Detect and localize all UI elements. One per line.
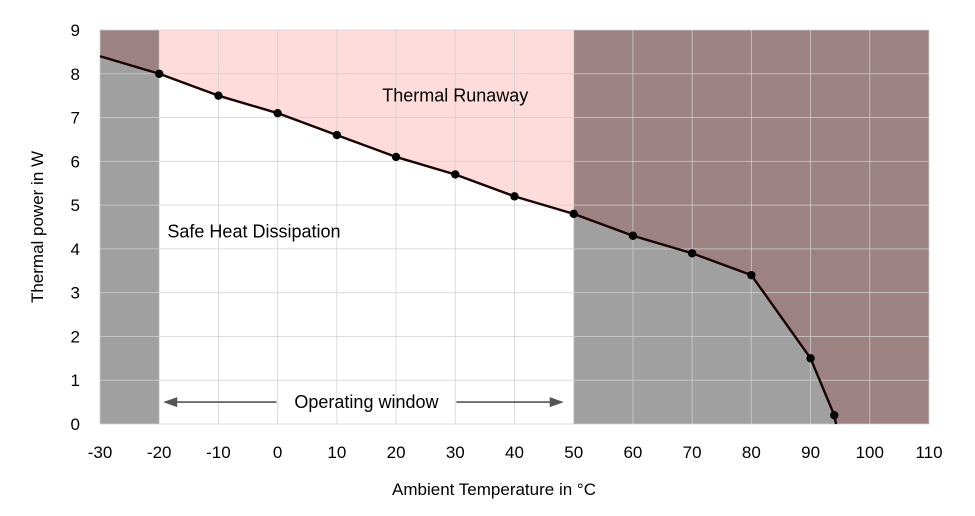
y-tick-label: 7 xyxy=(71,109,80,128)
chart-grid xyxy=(99,29,930,425)
series-marker xyxy=(569,209,578,219)
series-marker xyxy=(332,130,342,140)
x-tick-label: 50 xyxy=(564,443,583,462)
y-tick-label: 2 xyxy=(71,327,80,346)
y-axis-label: Thermal power in W xyxy=(28,151,47,303)
series-marker xyxy=(747,270,756,280)
operating-window-arrowhead-right xyxy=(549,397,564,408)
y-tick-label: 8 xyxy=(71,65,80,84)
series-marker xyxy=(155,69,164,78)
x-axis-label: Ambient Temperature in °C xyxy=(392,480,596,499)
thermal-runaway-label: Thermal Runaway xyxy=(382,86,528,106)
x-tick-label: 20 xyxy=(387,443,406,462)
x-tick-label: 110 xyxy=(915,443,942,462)
y-tick-label: 9 xyxy=(71,21,80,40)
operating-window-arrowhead-left xyxy=(163,397,178,408)
x-tick-label: 40 xyxy=(505,443,524,462)
region-above-out-of-range-low xyxy=(100,30,160,74)
series-marker xyxy=(628,231,638,240)
x-tick-label: 70 xyxy=(683,443,702,462)
series-marker xyxy=(830,411,839,420)
x-tick-label: -20 xyxy=(147,443,172,462)
y-tick-label: 4 xyxy=(71,240,80,259)
chart-annotations: Thermal Runaway Safe Heat Dissipation Op… xyxy=(163,86,564,412)
series-marker xyxy=(273,108,282,118)
region-above-operating xyxy=(159,30,574,214)
x-tick-label: 90 xyxy=(801,443,820,462)
x-tick-label: 10 xyxy=(327,443,346,462)
x-tick-label: -30 xyxy=(88,443,113,462)
y-tick-label: 1 xyxy=(71,371,80,390)
series-marker xyxy=(806,354,815,363)
x-tick-label: 0 xyxy=(273,443,282,462)
x-tick-label: 80 xyxy=(742,443,761,462)
y-tick-label: 3 xyxy=(71,284,80,303)
series-marker xyxy=(510,192,519,201)
series-marker xyxy=(451,170,460,179)
x-tick-label: 30 xyxy=(446,443,465,462)
operating-window-label: Operating window xyxy=(294,392,439,412)
safe-heat-dissipation-label: Safe Heat Dissipation xyxy=(167,221,340,241)
region-below-out-of-range-low xyxy=(100,56,160,425)
series-marker xyxy=(687,249,697,258)
series-marker xyxy=(391,152,401,162)
y-tick-label: 0 xyxy=(71,415,80,434)
chart-series xyxy=(99,55,839,425)
x-tick-label: 100 xyxy=(856,443,884,462)
y-tick-label: 5 xyxy=(71,196,80,215)
x-tick-label: -10 xyxy=(206,443,231,462)
series-marker xyxy=(214,91,223,100)
x-tick-label: 60 xyxy=(623,443,642,462)
chart-ticks: -30 -20 -10 0 10 20 30 40 50 60 70 80 90 100 110 0 1 2 3 4 5… xyxy=(71,21,943,462)
y-tick-label: 6 xyxy=(71,152,80,171)
